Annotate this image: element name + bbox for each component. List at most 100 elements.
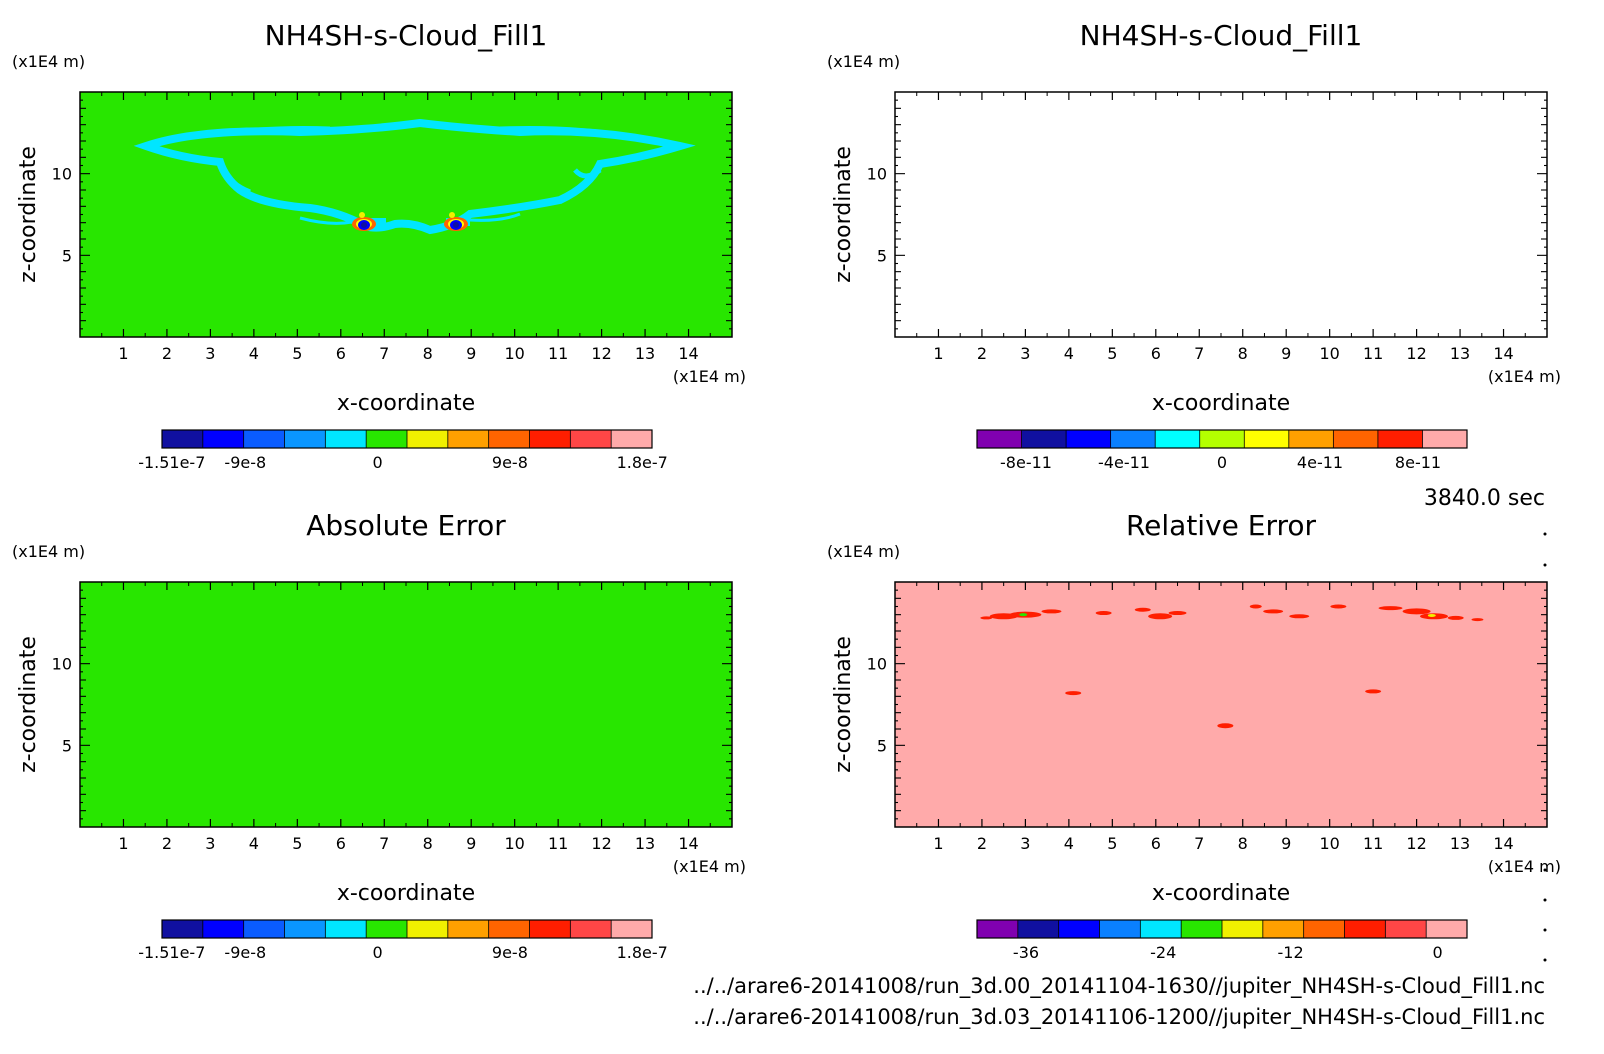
margin-dot xyxy=(1543,532,1547,536)
colorbar-label: 0 xyxy=(1433,943,1443,962)
x-unit-label: (x1E4 m) xyxy=(1488,857,1561,876)
colorbar-label: 4e-11 xyxy=(1297,453,1343,472)
x-tick-label: 10 xyxy=(1319,834,1339,853)
margin-dot xyxy=(1543,898,1547,902)
colorbar-swatch xyxy=(284,430,326,448)
error-speck xyxy=(1330,604,1347,609)
error-speck xyxy=(1168,611,1187,616)
error-speck xyxy=(1065,691,1082,696)
colorbar-label: 9e-8 xyxy=(492,453,528,472)
y-tick-label: 10 xyxy=(867,165,887,184)
x-tick-label: 8 xyxy=(423,344,433,363)
error-speck xyxy=(1365,689,1382,694)
colorbar-swatch xyxy=(366,430,408,448)
colorbar-swatch xyxy=(1155,430,1201,448)
x-axis-label: x-coordinate xyxy=(1152,881,1290,906)
x-unit-label: (x1E4 m) xyxy=(673,857,746,876)
x-tick-label: 13 xyxy=(635,834,655,853)
colorbar-swatch xyxy=(488,430,530,448)
error-speck xyxy=(1134,607,1151,612)
x-tick-label: 6 xyxy=(1151,834,1161,853)
colorbar-swatch xyxy=(1181,920,1223,938)
colorbar-swatch xyxy=(1066,430,1112,448)
colorbar-label: -1.51e-7 xyxy=(138,943,205,962)
colorbar-swatch xyxy=(1110,430,1156,448)
colorbar-swatch xyxy=(407,920,449,938)
colorbar-swatch xyxy=(447,920,490,938)
error-speck xyxy=(980,616,993,620)
x-tick-label: 2 xyxy=(162,834,172,853)
x-tick-label: 9 xyxy=(466,344,476,363)
plot-area xyxy=(80,582,732,827)
colorbar-swatch xyxy=(1303,920,1345,938)
error-speck xyxy=(1041,609,1062,614)
x-tick-label: 12 xyxy=(591,344,611,363)
x-tick-label: 1 xyxy=(933,344,943,363)
colorbar-swatch xyxy=(407,430,449,448)
x-tick-label: 3 xyxy=(205,834,215,853)
x-tick-label: 6 xyxy=(336,344,346,363)
colorbar-frame xyxy=(976,429,1468,449)
chart-panel-2: NH4SH-s-Cloud_Fill1(x1E4 m)1 2 3 4 5 6 7 8 9 10 11… xyxy=(827,19,1561,472)
y-tick-label: 5 xyxy=(877,736,887,755)
colorbar-swatch xyxy=(202,920,245,938)
colorbar-swatch xyxy=(1344,920,1386,938)
error-speck xyxy=(1427,613,1436,617)
colorbar-swatch xyxy=(529,920,571,938)
colorbar-swatch xyxy=(611,430,653,448)
x-tick-label: 3 xyxy=(205,344,215,363)
x-tick-label: 6 xyxy=(336,834,346,853)
x-tick-label: 6 xyxy=(1151,344,1161,363)
x-tick-label: 12 xyxy=(1406,834,1426,853)
chart-title: NH4SH-s-Cloud_Fill1 xyxy=(265,19,548,52)
file-path-a: ../../arare6-20141008/run_3d.00_20141104… xyxy=(693,974,1545,999)
x-tick-label: 7 xyxy=(1194,834,1204,853)
time-label: 3840.0 sec xyxy=(1424,486,1545,511)
chart-title: Absolute Error xyxy=(306,509,506,542)
margin-dots xyxy=(1543,532,1547,962)
chart-panel-3: Absolute Error(x1E4 m)1 2 3 4 5 6 7 8 9 10 11 12 13 1… xyxy=(12,509,746,962)
y-tick-label: 5 xyxy=(62,246,72,265)
y-axis-label: z-coordinate xyxy=(16,146,41,283)
colorbar-label: 8e-11 xyxy=(1395,453,1441,472)
x-tick-label: 11 xyxy=(1363,834,1383,853)
error-speck xyxy=(1471,618,1484,622)
colorbar-label: -1.51e-7 xyxy=(138,453,205,472)
error-speck xyxy=(1402,608,1431,615)
colorbar-swatch xyxy=(1422,430,1468,448)
x-tick-label: 12 xyxy=(1406,344,1426,363)
colorbar-label: -9e-8 xyxy=(224,453,266,472)
x-tick-label: 5 xyxy=(1107,834,1117,853)
file-path-b: ../../arare6-20141008/run_3d.03_20141106… xyxy=(693,1005,1545,1030)
colorbar-label: 1.8e-7 xyxy=(617,453,668,472)
colorbar-swatch xyxy=(243,430,285,448)
chart-title: Relative Error xyxy=(1126,509,1317,542)
x-tick-label: 8 xyxy=(423,834,433,853)
margin-dot xyxy=(1543,563,1547,567)
colorbar-swatch xyxy=(1385,920,1427,938)
colorbar-swatch xyxy=(243,920,285,938)
colorbar-swatch xyxy=(162,430,204,448)
x-tick-label: 1 xyxy=(118,834,128,853)
colorbar-swatch xyxy=(162,920,204,938)
x-tick-label: 12 xyxy=(591,834,611,853)
colorbar-swatch xyxy=(1333,430,1379,448)
margin-dot xyxy=(1543,868,1547,872)
colorbar-label: -12 xyxy=(1278,943,1304,962)
colorbar-label: 0 xyxy=(373,943,383,962)
x-tick-label: 4 xyxy=(249,834,259,853)
error-speck xyxy=(1148,613,1173,620)
colorbar-swatch xyxy=(570,430,612,448)
error-speck xyxy=(1019,613,1028,617)
x-tick-label: 3 xyxy=(1020,834,1030,853)
colorbar-swatch xyxy=(611,920,653,938)
y-unit-label: (x1E4 m) xyxy=(827,542,900,561)
x-tick-label: 9 xyxy=(1281,834,1291,853)
x-tick-label: 14 xyxy=(1493,344,1513,363)
y-tick-label: 10 xyxy=(52,655,72,674)
x-tick-label: 5 xyxy=(292,834,302,853)
colorbar-swatch xyxy=(1199,430,1245,448)
chart-panel-4: Relative Error(x1E4 m)1 2 3 4 5 6 7 8 9 10 11 12 13 1… xyxy=(827,509,1561,962)
x-tick-label: 13 xyxy=(1450,834,1470,853)
